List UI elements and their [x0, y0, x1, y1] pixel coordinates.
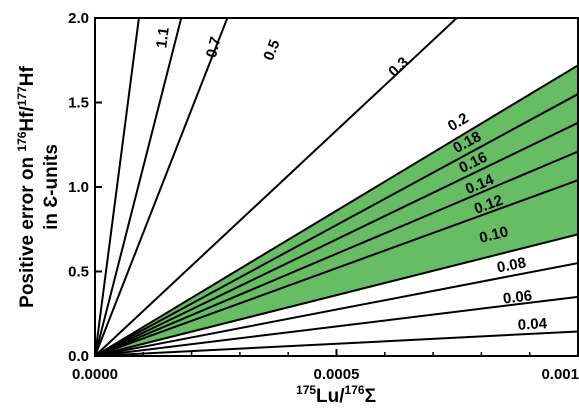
x-tick-label: 0.001	[541, 366, 579, 383]
y-axis-title-sup2: 177	[15, 86, 29, 106]
y-tick-label: 0.0	[68, 348, 89, 365]
x-axis-title-base2: Σ	[365, 386, 376, 407]
series-line-0_08	[95, 262, 578, 356]
x-axis-title-base1: Lu/	[316, 386, 345, 407]
series-labels-layer: 1.1 0.7 0.50.30.20.180.160.140.120.100.080…	[153, 26, 548, 333]
y-tick-label: 1.5	[68, 95, 89, 112]
series-line-0_10	[95, 233, 578, 356]
y-axis-title: Positive error on 176Hf/177Hf in Ɛ-units	[15, 65, 62, 307]
y-axis-title-prefix: Positive error on	[17, 152, 38, 308]
y-axis-title-sup1: 176	[15, 131, 29, 151]
y-tick-label: 2.0	[68, 10, 89, 27]
x-axis-title-sup2: 176	[345, 383, 365, 397]
series-line-0_12	[95, 179, 578, 356]
series-line-0_2	[95, 64, 578, 356]
series-line-0_5	[95, 18, 229, 356]
y-tick-label: 1.0	[68, 179, 89, 196]
series-label-0_7: 0.7	[203, 35, 225, 59]
series-label-0_3: 0.3	[385, 54, 412, 81]
series-line-0_04	[95, 330, 578, 356]
series-line-0_14	[95, 150, 578, 356]
series-line-0_16	[95, 121, 578, 356]
series-label-0_5: 0.5	[260, 37, 283, 63]
y-axis-title-line2: in Ɛ-units	[41, 144, 62, 230]
series-label-0_10: 0.10	[478, 223, 510, 247]
series-line-0_18	[95, 93, 578, 356]
x-tick-label: 0.0005	[314, 366, 360, 383]
x-axis-title-sup1: 175	[296, 383, 316, 397]
svg-text:Positive error on 176Hf/177Hf: Positive error on 176Hf/177Hf	[15, 65, 38, 307]
y-tick-label: 0.5	[68, 264, 89, 281]
x-tick-label: 0.0000	[72, 366, 118, 383]
series-label-0_04: 0.04	[517, 315, 548, 333]
series-lines-layer	[95, 18, 578, 356]
series-label-1_1: 1.1	[153, 26, 173, 49]
series-label-0_06: 0.06	[502, 287, 533, 307]
series-label-0_08: 0.08	[496, 254, 528, 276]
y-axis-title-suffix: Hf	[17, 65, 38, 86]
series-line-0_3	[95, 18, 459, 356]
series-line-0_7	[95, 18, 183, 356]
series-line-0_06	[95, 295, 578, 356]
x-axis-title: 175Lu/176Σ	[296, 383, 376, 407]
y-axis-title-mid: Hf/	[17, 106, 38, 132]
ticks-layer: 0.0000 0.0005 0.001 0.0 0.5 1.0 1.5 2.0	[68, 10, 579, 383]
